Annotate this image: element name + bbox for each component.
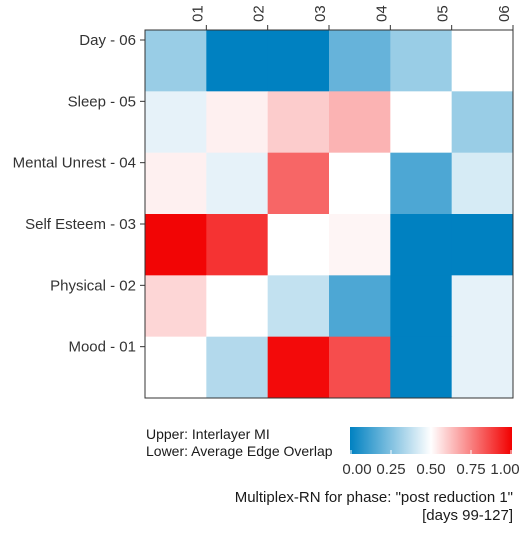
colorbar-ticks: 0.00 0.25 0.50 0.75 1.00: [342, 450, 520, 478]
y-tick-label: Sleep - 05: [68, 93, 136, 110]
heatmap-cell: [329, 152, 391, 215]
legend-line-lower: Lower: Average Edge Overlap: [146, 443, 333, 459]
y-tick-label: Self Esteem - 03: [25, 216, 136, 233]
phase-caption-line-2: [days 99-127]: [422, 507, 513, 524]
heatmap-cell: [329, 275, 391, 338]
heatmap-cell: [206, 91, 269, 154]
x-tick-label: 05: [435, 5, 452, 22]
heatmap-cell: [329, 336, 391, 399]
heatmap-cell: [267, 152, 330, 215]
heatmap-cell: [267, 30, 330, 92]
y-axis: Day - 06 Sleep - 05 Mental Unrest - 04 Self…: [13, 32, 145, 356]
heatmap-cell: [390, 275, 453, 338]
colorbar-tick-label: 1.00: [490, 461, 519, 478]
x-tick-label: 06: [496, 5, 513, 22]
heatmap-cell: [267, 91, 330, 154]
heatmap-cell: [451, 91, 514, 154]
heatmap-cell: [451, 214, 514, 276]
heatmap-cell: [329, 214, 391, 276]
legend-caption: Upper: Interlayer MI Lower: Average Edge…: [146, 426, 333, 460]
y-tick-label: Mood - 01: [68, 339, 136, 356]
heatmap-cell: [267, 336, 330, 399]
x-tick-label: 04: [373, 5, 390, 22]
colorbar-tick-label: 0.50: [416, 461, 445, 478]
x-axis: 01 02 03 04 05 06: [189, 5, 514, 30]
heatmap-cell: [390, 152, 453, 215]
x-tick-label: 02: [251, 5, 268, 22]
heatmap-cell: [329, 91, 391, 154]
heatmap-cell: [451, 152, 514, 215]
x-tick-label: 01: [189, 5, 206, 22]
y-tick-label: Physical - 02: [50, 277, 136, 294]
phase-caption: Multiplex-RN for phase: "post reduction …: [235, 489, 513, 525]
heatmap-cell: [145, 30, 207, 92]
heatmap-cell: [329, 30, 391, 92]
phase-caption-line-1: Multiplex-RN for phase: "post reduction …: [234, 489, 513, 506]
heatmap-cell: [145, 214, 207, 276]
heatmap-cell: [206, 336, 269, 399]
colorbar-tick-label: 0.25: [376, 461, 405, 478]
heatmap-cell: [145, 275, 207, 338]
heatmap-cell: [451, 336, 514, 399]
heatmap-cell: [206, 152, 269, 215]
x-tick-label: 03: [312, 5, 329, 22]
heatmap-cell: [267, 214, 330, 276]
colorbar-tick-label: 0.00: [342, 461, 371, 478]
heatmap-cell: [145, 152, 207, 215]
heatmap-cell: [145, 336, 207, 399]
heatmap-cells: [145, 30, 514, 399]
colorbar: [350, 427, 512, 454]
colorbar-tick-label: 0.75: [456, 461, 485, 478]
legend-line-upper: Upper: Interlayer MI: [146, 426, 270, 442]
heatmap-cell: [451, 30, 514, 92]
heatmap-cell: [267, 275, 330, 338]
heatmap-cell: [206, 30, 269, 92]
heatmap-cell: [390, 336, 453, 399]
y-tick-label: Day - 06: [79, 32, 136, 49]
heatmap-cell: [390, 91, 453, 154]
heatmap-cell: [451, 275, 514, 338]
heatmap-cell: [145, 91, 207, 154]
heatmap-cell: [390, 30, 453, 92]
heatmap-cell: [390, 214, 453, 276]
y-tick-label: Mental Unrest - 04: [13, 155, 136, 172]
heatmap-cell: [206, 275, 269, 338]
heatmap-cell: [206, 214, 269, 276]
